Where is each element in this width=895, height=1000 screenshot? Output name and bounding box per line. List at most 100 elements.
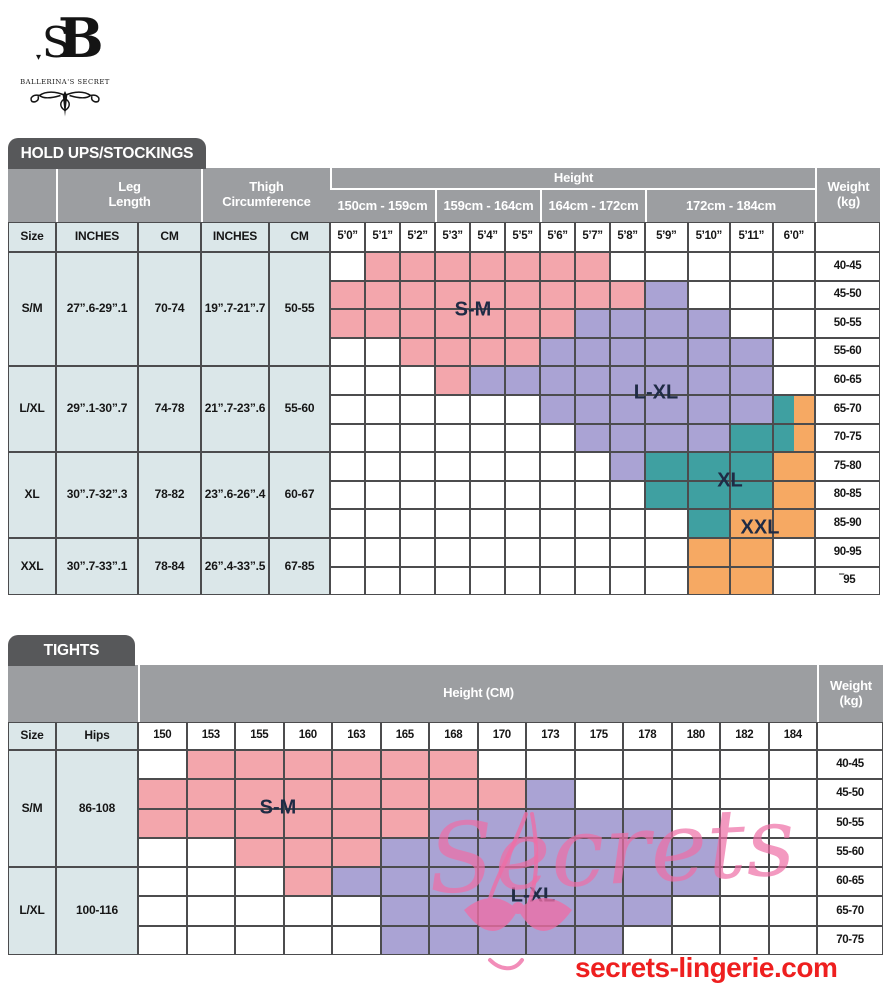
size-region-cell	[505, 394, 540, 424]
size-region-cell	[720, 896, 769, 926]
size-region-cell	[540, 509, 575, 538]
size-region-cell	[365, 394, 400, 424]
size-region-cell	[365, 366, 400, 395]
size-region-cell	[720, 808, 769, 838]
size-column-header: Size	[8, 722, 56, 750]
size-region-cell	[365, 509, 400, 538]
size-region-cell	[505, 423, 540, 453]
size-region-cell	[610, 337, 645, 367]
size-region-cell	[470, 480, 505, 510]
size-region-cell	[138, 808, 187, 838]
size-region-cell	[470, 452, 505, 481]
size-region-cell	[574, 896, 623, 926]
height-tick: 182	[720, 722, 769, 750]
size-region-cell	[687, 252, 730, 281]
size-cell: L/XL	[8, 867, 56, 956]
weight-header: Weight (kg)	[817, 665, 883, 722]
size-region-cell	[645, 252, 688, 281]
tights-grid: Height (CM) Weight (kg) Size Hips 150 153 155 1…	[8, 665, 883, 956]
height-tick: 6’0”	[772, 222, 815, 252]
size-region-cell	[687, 509, 730, 538]
size-region-cell	[330, 480, 365, 510]
size-region-cell	[687, 280, 730, 310]
leg-cm-cell: 78-84	[138, 537, 201, 596]
size-cell: L/XL	[8, 366, 56, 453]
size-region-cell	[235, 896, 284, 926]
size-region-cell	[610, 366, 645, 395]
size-region-cell	[429, 750, 478, 780]
height-tick: 5’9”	[645, 222, 688, 252]
size-region-cell	[435, 566, 470, 596]
size-region-cell	[720, 779, 769, 809]
size-region-cell	[477, 837, 526, 868]
size-region-cell	[720, 925, 769, 956]
size-region-cell	[330, 309, 365, 338]
weight-label: ‾95	[815, 566, 880, 596]
thigh-inches-cell: 26”.4-33”.5	[201, 537, 269, 596]
size-region-cell	[365, 452, 400, 481]
size-region-cell	[435, 480, 470, 510]
size-region-cell	[435, 423, 470, 453]
monogram-b-letter: B	[58, 6, 104, 70]
weight-label: 50-55	[815, 309, 880, 338]
size-region-cell	[687, 337, 730, 367]
size-region-cell	[365, 537, 400, 567]
size-region-cell	[435, 252, 470, 281]
size-region-cell	[772, 337, 815, 367]
size-region-cell	[575, 280, 610, 310]
size-region-cell	[400, 537, 435, 567]
thigh-circumference-header: Thigh Circumference	[201, 168, 330, 222]
size-region-cell	[330, 423, 365, 453]
size-region-cell	[283, 808, 332, 838]
size-region-cell	[772, 509, 815, 538]
weight-label: 70-75	[815, 423, 880, 453]
size-region-cell	[730, 509, 773, 538]
size-region-cell	[730, 480, 773, 510]
size-region-cell	[623, 867, 672, 897]
size-region-cell	[768, 837, 817, 868]
thigh-cm-header: CM	[269, 222, 330, 252]
height-header: Height (CM)	[138, 665, 817, 722]
size-region-cell	[671, 779, 720, 809]
size-region-cell	[380, 750, 429, 780]
size-region-cell	[540, 280, 575, 310]
size-region-cell	[574, 750, 623, 780]
size-region-cell	[477, 750, 526, 780]
size-region-cell	[772, 309, 815, 338]
height-tick: 5’4”	[470, 222, 505, 252]
size-region-cell	[186, 750, 235, 780]
leg-inches-cell: 30”.7-33”.1	[56, 537, 138, 596]
height-header: Height	[330, 168, 815, 190]
height-tick: 160	[283, 722, 332, 750]
monogram-s-letter: S	[42, 18, 71, 67]
size-region-cell	[330, 337, 365, 367]
size-region-cell	[470, 337, 505, 367]
size-region-cell	[380, 867, 429, 897]
region-label: XXL	[740, 516, 780, 539]
size-region-cell	[186, 837, 235, 868]
size-region-cell	[575, 394, 610, 424]
size-region-cell	[772, 480, 815, 510]
height-tick: 5’0”	[330, 222, 365, 252]
weight-label: 40-45	[815, 252, 880, 281]
weight-label: 45-50	[815, 280, 880, 310]
size-region-cell	[138, 750, 187, 780]
weight-label: 90-95	[815, 537, 880, 567]
thigh-cm-cell: 55-60	[269, 366, 330, 453]
size-region-cell	[730, 423, 773, 453]
size-region-cell	[435, 537, 470, 567]
size-region-cell	[332, 808, 381, 838]
size-region-cell	[575, 252, 610, 281]
size-region-cell	[772, 452, 815, 481]
size-region-cell	[435, 280, 470, 310]
size-region-cell	[283, 867, 332, 897]
size-region-cell	[330, 366, 365, 395]
size-region-cell	[332, 779, 381, 809]
size-region-cell	[730, 394, 773, 424]
region-label: S-M	[454, 298, 492, 321]
size-region-cell	[575, 509, 610, 538]
size-region-cell	[138, 837, 187, 868]
weight-label: 55-60	[817, 837, 883, 868]
leg-length-header: Leg Length	[56, 168, 201, 222]
